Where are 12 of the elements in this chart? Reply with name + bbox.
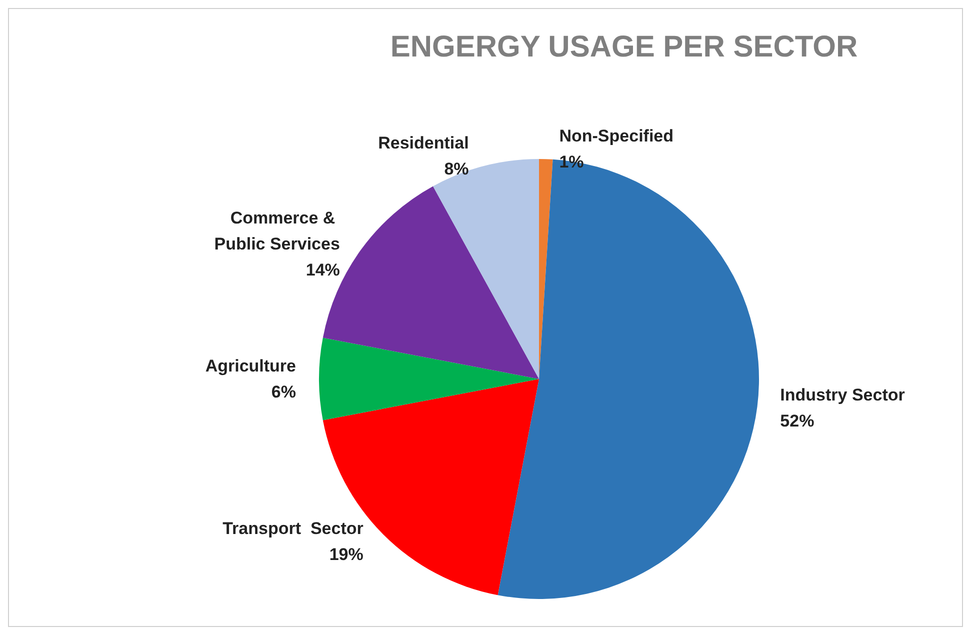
slice-label: Commerce & Public Services [214, 208, 340, 254]
slice-label: Agriculture [205, 356, 296, 376]
slice-label: Industry Sector [780, 385, 906, 404]
chart-title: ENGERGY USAGE PER SECTOR [390, 30, 858, 64]
data-label: 52% [780, 411, 814, 430]
slice-label: Non-Specified [559, 126, 674, 146]
slice-label: Transport Sector [222, 519, 364, 538]
data-label: 14% [306, 260, 340, 280]
slice-label: Residential [378, 134, 469, 153]
data-label: 6% [271, 382, 296, 402]
data-label: 19% [329, 545, 364, 564]
data-label: 8% [444, 160, 469, 179]
